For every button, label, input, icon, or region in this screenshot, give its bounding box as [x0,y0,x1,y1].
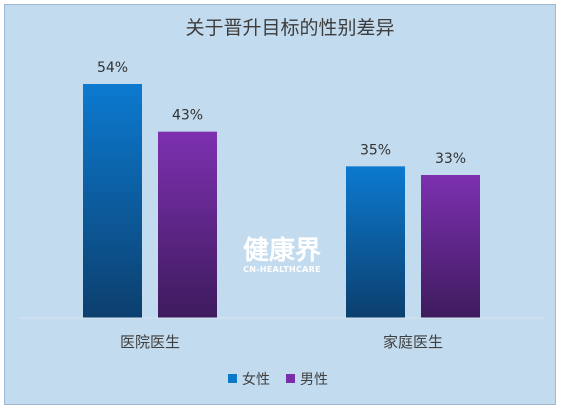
watermark: 健康界 CN-HEALTHCARE [243,235,321,274]
bar-male-1 [421,175,480,318]
legend-swatch-0 [228,374,237,383]
value-labels-group: 54% 43% 35% 33% [97,60,466,167]
value-label-0-0: 54% [97,60,128,76]
value-label-1-1: 33% [435,151,466,167]
watermark-text: 健康界 [243,235,321,266]
category-labels-group: 医院医生 家庭医生 [120,333,443,351]
bar-female-0 [83,84,142,318]
category-label-0: 医院医生 [120,333,180,351]
value-label-1-0: 43% [172,108,203,124]
bar-female-1 [346,166,405,318]
watermark-subtext: CN-HEALTHCARE [243,265,321,274]
legend-label-0: 女性 [242,371,270,388]
value-label-0-1: 35% [360,142,391,158]
legend-label-1: 男性 [300,372,328,388]
legend: 女性 男性 [228,371,328,388]
category-label-1: 家庭医生 [383,333,443,351]
bars-group [83,84,480,318]
bar-male-0 [158,131,217,318]
chart-title: 关于晋升目标的性别差异 [185,17,394,39]
legend-swatch-1 [286,374,295,383]
